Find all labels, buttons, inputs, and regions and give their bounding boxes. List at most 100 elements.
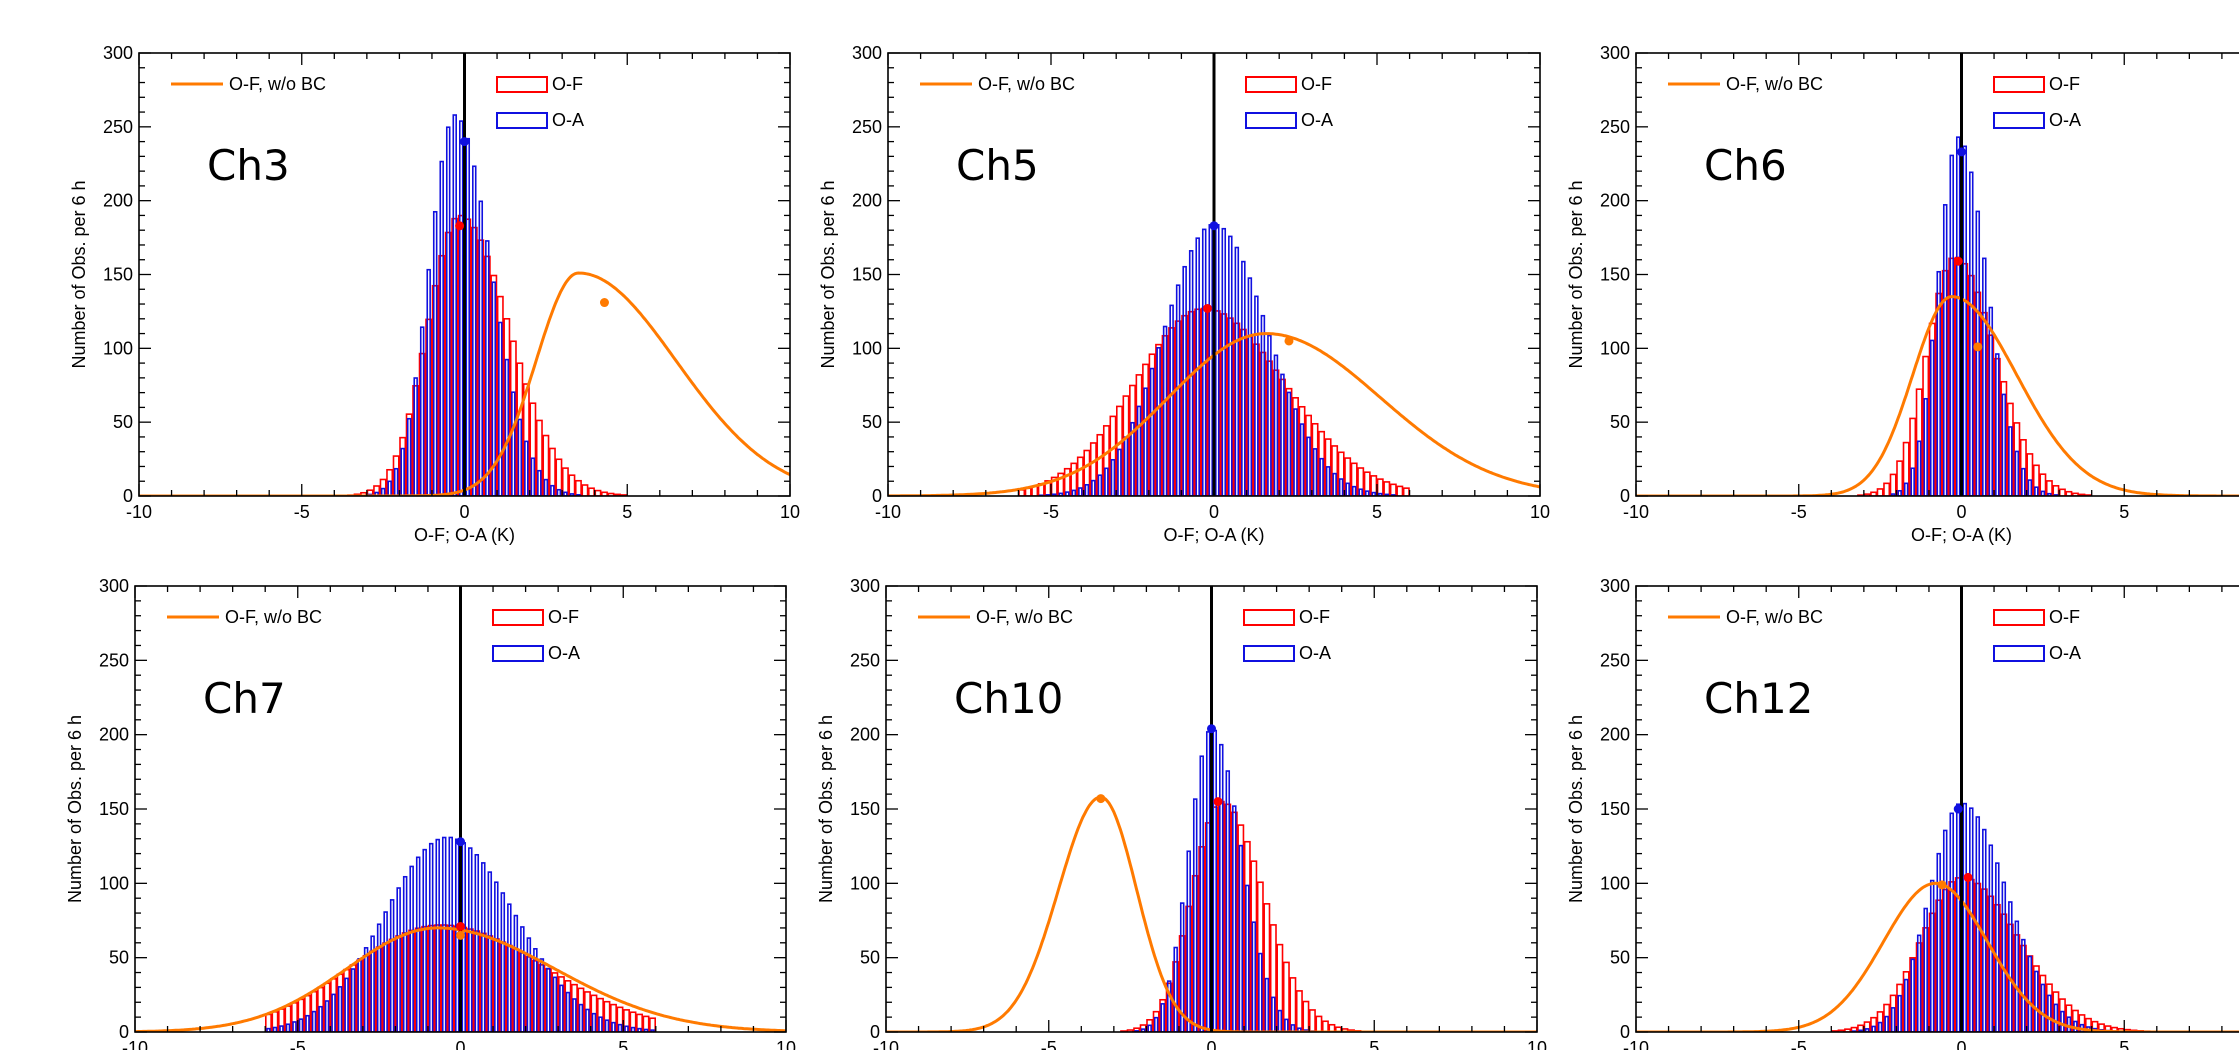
oa-histogram-bar: [2053, 1003, 2059, 1032]
oa-mean-marker: [456, 837, 465, 847]
oa-histogram-bar: [441, 836, 447, 1032]
oa-histogram-bar: [426, 268, 431, 496]
y-tick-label: 250: [852, 117, 882, 137]
of-histogram-bar: [1135, 374, 1143, 496]
legend: O-F, w/o BC O-F O-A: [171, 74, 584, 130]
legend-of-swatch: [492, 609, 544, 626]
oa-histogram-bar: [400, 447, 405, 496]
x-tick-label: -10: [126, 502, 152, 522]
y-tick-label: 300: [103, 43, 133, 63]
of-histogram-bar: [601, 491, 608, 496]
oa-histogram-bar: [1962, 802, 1968, 1032]
oa-histogram-bar: [435, 838, 440, 1032]
of-mean-marker: [455, 221, 465, 231]
y-tick-label: 200: [99, 725, 129, 745]
oa-histogram-bar: [1186, 850, 1191, 1032]
of-histogram-bar: [1889, 994, 1897, 1032]
oa-histogram-bar: [465, 137, 471, 496]
of-histogram-bar: [1272, 369, 1280, 496]
of-histogram-bar: [1198, 846, 1206, 1032]
plot-area: [1636, 586, 2239, 1032]
oa-histogram-bar: [1995, 353, 2000, 496]
oa-histogram: [1038, 223, 1396, 496]
of-histogram-bar: [412, 384, 420, 496]
oa-histogram-bar: [1091, 479, 1096, 496]
of-histogram-bar: [2013, 422, 2021, 496]
of-histogram-bar: [2058, 488, 2066, 496]
x-tick-label: -10: [875, 502, 901, 522]
x-tick-label: 0: [1206, 1038, 1216, 1050]
oa-histogram-bar: [1173, 946, 1178, 1032]
oa-histogram-bar: [637, 1027, 642, 1032]
oa-histogram: [1851, 802, 2117, 1032]
of-histogram-bar: [1250, 860, 1258, 1032]
x-tick-label: 5: [1369, 1038, 1379, 1050]
oa-histogram-bar: [1982, 257, 1987, 496]
plot-area: [888, 53, 1540, 496]
y-tick-label: 200: [850, 725, 880, 745]
of-histogram-bar: [1993, 903, 2001, 1032]
y-tick-label: 300: [99, 576, 129, 596]
oa-histogram-bar: [578, 1003, 584, 1032]
x-tick-label: -5: [1791, 1038, 1807, 1050]
of-histogram-bar: [1181, 314, 1189, 496]
y-tick-label: 50: [860, 948, 880, 968]
of-histogram-bar: [405, 413, 413, 496]
of-histogram-bar: [1233, 322, 1241, 496]
of-histogram-bar: [2019, 439, 2027, 496]
legend-of-label: O-F: [552, 74, 583, 94]
x-tick-label: 10: [1530, 502, 1550, 522]
of-mean-marker: [1213, 797, 1223, 807]
oa-histogram-bar: [1910, 467, 1915, 496]
of-histogram-bar: [1292, 397, 1299, 496]
oa-histogram-bar: [393, 467, 399, 496]
channel-title: Ch3: [207, 141, 290, 190]
x-tick-label: 10: [1527, 1038, 1547, 1050]
of-histogram-bar: [642, 1015, 650, 1032]
legend-oa-swatch: [496, 112, 548, 129]
oa-mean-marker: [1209, 221, 1219, 231]
of-histogram-bar: [1922, 355, 1930, 496]
of-histogram-bar: [2039, 473, 2047, 496]
of-histogram-bar: [1256, 881, 1264, 1032]
x-tick-label: 10: [776, 1038, 796, 1050]
x-tick-label: 10: [780, 502, 800, 522]
oa-histogram-bar: [1160, 1003, 1165, 1032]
oa-histogram-bar: [1916, 934, 1922, 1032]
oa-histogram-bar: [1267, 334, 1272, 496]
of-histogram-bar: [1889, 473, 1897, 496]
oa-histogram-bar: [1149, 367, 1155, 496]
oa-histogram-bar: [1130, 421, 1135, 496]
of-histogram-bar: [418, 352, 426, 496]
legend-oa-label: O-A: [552, 110, 584, 130]
oa-histogram-bar: [2008, 901, 2013, 1032]
oa-histogram-bar: [1903, 978, 1909, 1032]
legend: O-F, w/o BC O-F O-A: [167, 607, 580, 663]
oa-histogram-bar: [1219, 743, 1224, 1032]
oa-histogram-bar: [565, 991, 571, 1032]
x-axis-title: O-F; O-A (K): [1164, 525, 1265, 545]
oa-histogram-bar: [1232, 805, 1237, 1032]
oa-histogram-bar: [504, 358, 510, 496]
oa-histogram-bar: [1384, 493, 1390, 496]
oa-histogram-bar: [376, 923, 382, 1032]
of-histogram-bar: [1057, 472, 1065, 496]
of-histogram-bar: [379, 478, 387, 496]
oa-histogram-bar: [415, 856, 421, 1032]
y-tick-label: 200: [852, 191, 882, 211]
of-histogram-bar: [1941, 888, 1949, 1032]
legend-wobc-label: O-F, w/o BC: [225, 607, 322, 627]
oa-histogram-bar: [396, 887, 401, 1032]
channel-title: Ch5: [956, 141, 1039, 190]
oa-histogram-bar: [1293, 408, 1298, 496]
oa-histogram-bar: [1254, 295, 1259, 496]
oa-histogram-bar: [311, 1010, 317, 1032]
oa-histogram-bar: [2008, 426, 2013, 496]
oa-histogram-bar: [630, 1026, 636, 1032]
of-histogram-bar: [1935, 292, 1943, 496]
oa-histogram: [367, 114, 581, 496]
oa-histogram-bar: [1299, 423, 1305, 496]
of-mean-marker: [1963, 872, 1973, 882]
legend-oa-swatch: [1243, 645, 1295, 662]
oa-histogram-bar: [1364, 490, 1370, 496]
